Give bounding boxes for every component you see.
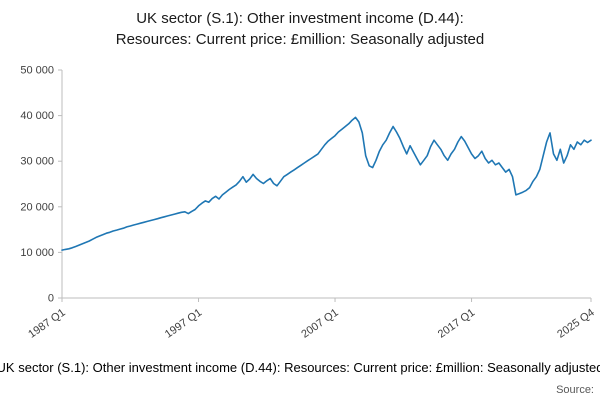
svg-text:0: 0 <box>48 293 54 305</box>
footer-caption: UK sector (S.1): Other investment income… <box>0 360 600 375</box>
svg-text:2017 Q1: 2017 Q1 <box>436 307 477 341</box>
svg-text:1987 Q1: 1987 Q1 <box>26 307 67 341</box>
svg-text:2025 Q4: 2025 Q4 <box>555 307 596 341</box>
line-chart: 0 10 000 20 000 30 000 40 000 50 000 1987 Q1 19… <box>20 65 596 341</box>
source-label: Source: <box>556 384 594 396</box>
svg-text:40 000: 40 000 <box>20 110 54 122</box>
svg-text:30 000: 30 000 <box>20 156 54 168</box>
svg-text:2007 Q1: 2007 Q1 <box>299 307 340 341</box>
chart-title: UK sector (S.1): Other investment income… <box>0 8 600 50</box>
chart-title-line1: UK sector (S.1): Other investment income… <box>136 10 464 27</box>
svg-text:50 000: 50 000 <box>20 65 54 77</box>
svg-text:10 000: 10 000 <box>20 247 54 259</box>
svg-text:1997 Q1: 1997 Q1 <box>163 307 204 341</box>
svg-text:20 000: 20 000 <box>20 201 54 213</box>
chart-title-line2: Resources: Current price: £million: Seas… <box>115 31 485 48</box>
